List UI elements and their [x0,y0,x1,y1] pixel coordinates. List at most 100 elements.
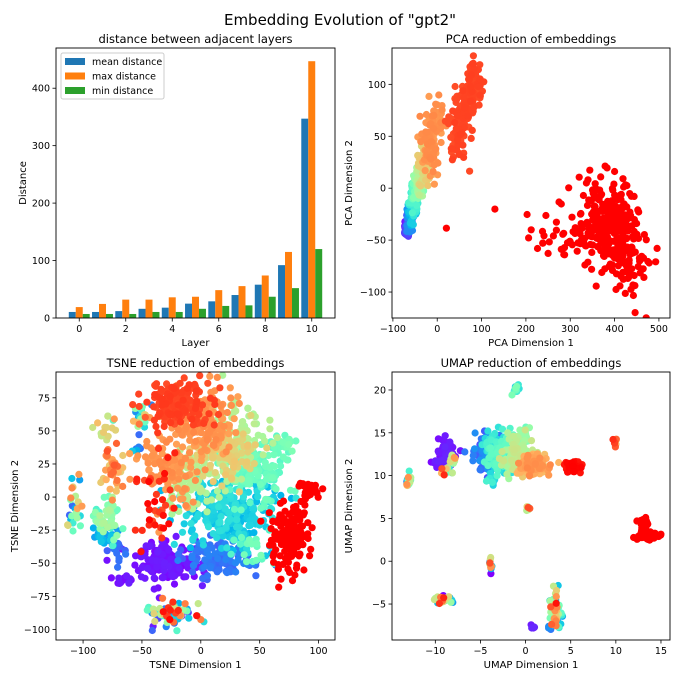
scatter-point [300,482,308,490]
scatter-point [273,434,281,442]
scatter-point [135,431,143,439]
scatter-point [633,517,641,525]
scatter-point [286,486,295,494]
scatter-point [109,468,117,476]
scatter-point [430,161,438,169]
y-tick-label: 50 [38,426,50,437]
scatter-point [614,262,622,270]
scatter-point [152,380,161,388]
x-tick-label: 0 [76,324,82,335]
scatter-point [166,606,174,614]
scatter-point [474,83,482,91]
scatter-point [300,509,308,517]
scatter-point [172,440,181,448]
scatter-point [179,495,187,503]
scatter-point [210,441,218,450]
bar-mean-distance [68,311,76,318]
subplot-title: distance between adjacent layers [98,32,292,46]
x-tick-label: 0 [434,324,440,335]
scatter-point [409,221,417,229]
scatter-point [437,138,445,147]
scatter-point [232,407,240,415]
scatter-point [275,583,283,591]
scatter-point [585,196,593,204]
bar-min-distance [105,313,113,318]
scatter-point [174,550,182,559]
scatter-point [67,494,75,502]
scatter-point [210,421,218,429]
scatter-point [430,180,438,188]
scatter-point [617,272,625,280]
scatter-point [183,384,191,392]
scatter-point [641,520,649,528]
scatter-point [448,469,456,477]
scatter-point [205,410,213,418]
subplot-title: TSNE reduction of embeddings [106,356,285,370]
scatter-point [113,531,121,540]
scatter-point [536,454,544,462]
scatter-point [588,265,596,273]
scatter-point [133,475,141,483]
scatter-point [582,179,591,187]
legend-swatch [65,87,85,94]
scatter-point [461,104,469,112]
scatter-point [153,563,161,571]
scatter-point [525,234,533,242]
scatter-point [516,426,524,434]
scatter-point [159,524,168,532]
scatter-point [568,213,576,221]
bar-max-distance [238,286,246,318]
scatter-point [107,574,115,582]
scatter-point [237,506,245,514]
scatter-point [193,468,201,476]
scatter-point [624,274,633,282]
bar-mean-distance [92,311,100,318]
scatter-point [253,540,261,548]
scatter-point [542,211,550,220]
scatter-point [89,423,97,432]
scatter-point [269,552,277,560]
scatter-point [223,544,231,552]
scatter-point [111,521,119,530]
scatter-point [277,540,285,549]
scatter-point [211,400,219,409]
y-tick-label: 300 [32,141,50,152]
scatter-point [180,520,188,528]
scatter-point [181,600,189,608]
x-tick-label: −50 [132,646,152,657]
scatter-point [211,469,219,477]
x-tick-label: 8 [262,324,268,335]
legend-label: mean distance [92,57,162,68]
scatter-point [422,110,430,119]
scatter-point [108,496,116,504]
scatter-point [151,617,159,626]
scatter-point [427,138,435,146]
scatter-point [495,455,503,463]
scatter-point [151,391,159,399]
scatter-point [182,472,190,480]
scatter-point [170,580,179,588]
scatter-point [216,518,224,526]
scatter-point [619,175,627,183]
scatter-point [285,440,293,448]
x-axis-label: TSNE Dimension 1 [148,660,241,671]
scatter-point [459,87,467,95]
scatter-point [113,476,121,484]
scatter-point [467,71,475,79]
scatter-point [440,594,448,602]
x-axis-label: Layer [182,338,211,349]
scatter-point [301,488,309,497]
scatter-point [204,379,212,387]
scatter-point [272,485,280,493]
scatter-point [153,557,161,565]
scatter-point [301,501,309,509]
scatter-point [450,453,458,462]
legend-swatch [65,58,85,65]
scatter-point [196,372,204,380]
scatter-point [225,421,233,429]
scatter-point [430,596,438,604]
scatter-point [592,282,600,290]
scatter-point [609,435,617,444]
scatter-point [262,475,271,483]
scatter-point [230,463,238,471]
